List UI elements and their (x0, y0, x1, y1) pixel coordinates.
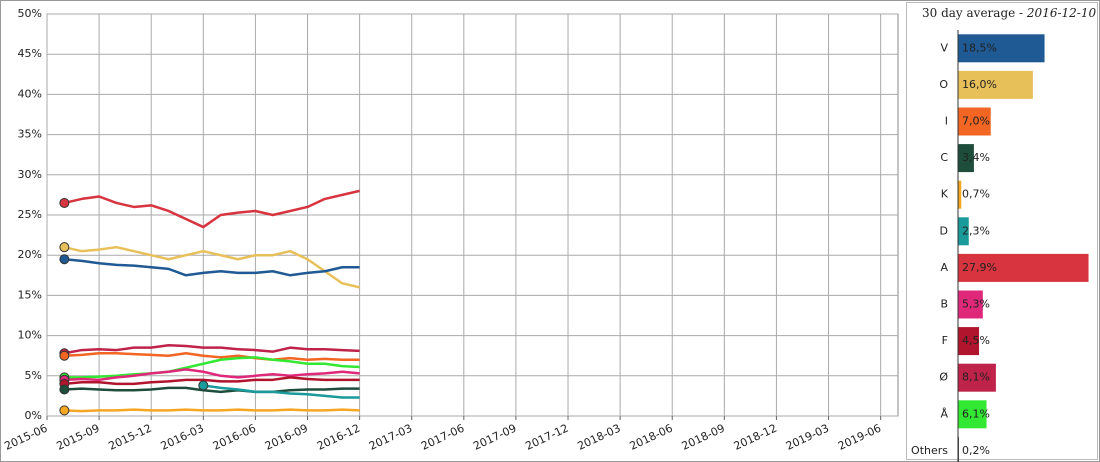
x-tick-label: 2019-03 (784, 422, 831, 453)
y-tick-label: 30% (18, 168, 42, 181)
category-label: Ø (939, 371, 948, 384)
y-tick-label: 15% (18, 288, 42, 301)
series-line (64, 356, 360, 379)
y-tick-label: 40% (18, 87, 42, 100)
y-tick-label: 35% (18, 128, 42, 141)
series-start (59, 242, 70, 253)
value-label: 2,3% (962, 224, 990, 237)
series-line (64, 352, 360, 361)
value-label: 16,0% (962, 78, 997, 91)
x-tick-label: 2017-06 (419, 422, 466, 453)
side-panel (906, 2, 1098, 460)
y-tick-label: 50% (18, 7, 42, 20)
bar (958, 144, 974, 173)
series-line (64, 376, 360, 386)
category-label: I (945, 115, 948, 128)
value-label: 4,5% (962, 334, 990, 347)
bar (958, 217, 969, 246)
x-tick-label: 2016-03 (159, 422, 206, 453)
series-start (59, 350, 70, 361)
category-label: Others (911, 444, 948, 457)
bar (958, 107, 991, 136)
series-start (59, 384, 70, 395)
series-start (59, 197, 70, 208)
bar (958, 180, 962, 209)
x-tick-label: 2018-12 (732, 422, 779, 453)
x-tick-label: 2018-03 (576, 422, 623, 453)
series-line (64, 257, 360, 277)
series-line (64, 245, 360, 289)
value-label: 6,1% (962, 407, 990, 420)
x-tick-label: 2018-06 (628, 422, 675, 453)
series-line (64, 408, 360, 413)
bar (958, 363, 996, 392)
y-tick-label: 5% (25, 369, 42, 382)
panel-title-text: 30 day average - (922, 6, 1023, 20)
category-label: Å (940, 407, 948, 420)
x-tick-label: 2015-06 (2, 422, 49, 453)
bar (958, 327, 980, 356)
series-line (64, 189, 360, 229)
x-tick-label: 2019-06 (836, 422, 883, 453)
x-tick-label: 2015-09 (54, 422, 101, 453)
series-start (59, 254, 70, 265)
series-start (198, 380, 209, 391)
x-tick-label: 2016-12 (315, 422, 362, 453)
value-label: 5,3% (962, 298, 990, 311)
value-label: 8,1% (962, 371, 990, 384)
x-tick-label: 2017-03 (367, 422, 414, 453)
y-tick-label: 25% (18, 208, 42, 221)
y-tick-label: 20% (18, 248, 42, 261)
bar (958, 70, 1033, 99)
category-label: F (942, 334, 948, 347)
panel-title: 30 day average - 2016-12-10 (922, 6, 1096, 20)
series-line (64, 368, 360, 382)
x-tick-label: 2016-09 (263, 422, 310, 453)
value-label: 7,0% (962, 115, 990, 128)
bar (958, 290, 983, 319)
y-tick-label: 0% (25, 409, 42, 422)
series-line (64, 343, 360, 355)
series-start (59, 405, 70, 416)
x-tick-label: 2018-09 (680, 422, 727, 453)
category-label: C (940, 151, 948, 164)
bar (958, 400, 987, 429)
category-label: K (941, 188, 949, 201)
value-label: 0,2% (962, 444, 990, 457)
category-label: B (940, 298, 948, 311)
x-tick-label: 2017-09 (471, 422, 518, 453)
category-label: A (940, 261, 948, 274)
bar (958, 34, 1045, 63)
category-label: V (940, 41, 948, 54)
series-line (203, 384, 360, 399)
series-line (64, 386, 360, 394)
value-label: 27,9% (962, 261, 997, 274)
value-label: 3,4% (962, 151, 990, 164)
x-tick-label: 2017-12 (523, 422, 570, 453)
panel-date: 2016-12-10 (1026, 6, 1097, 20)
value-label: 18,5% (962, 41, 997, 54)
bar (958, 253, 1089, 282)
x-tick-label: 2016-06 (211, 422, 258, 453)
category-label: O (939, 78, 948, 91)
category-label: D (940, 224, 948, 237)
value-label: 0,7% (962, 188, 990, 201)
y-tick-label: 10% (18, 329, 42, 342)
x-tick-label: 2015-12 (107, 422, 154, 453)
y-tick-label: 45% (18, 47, 42, 60)
